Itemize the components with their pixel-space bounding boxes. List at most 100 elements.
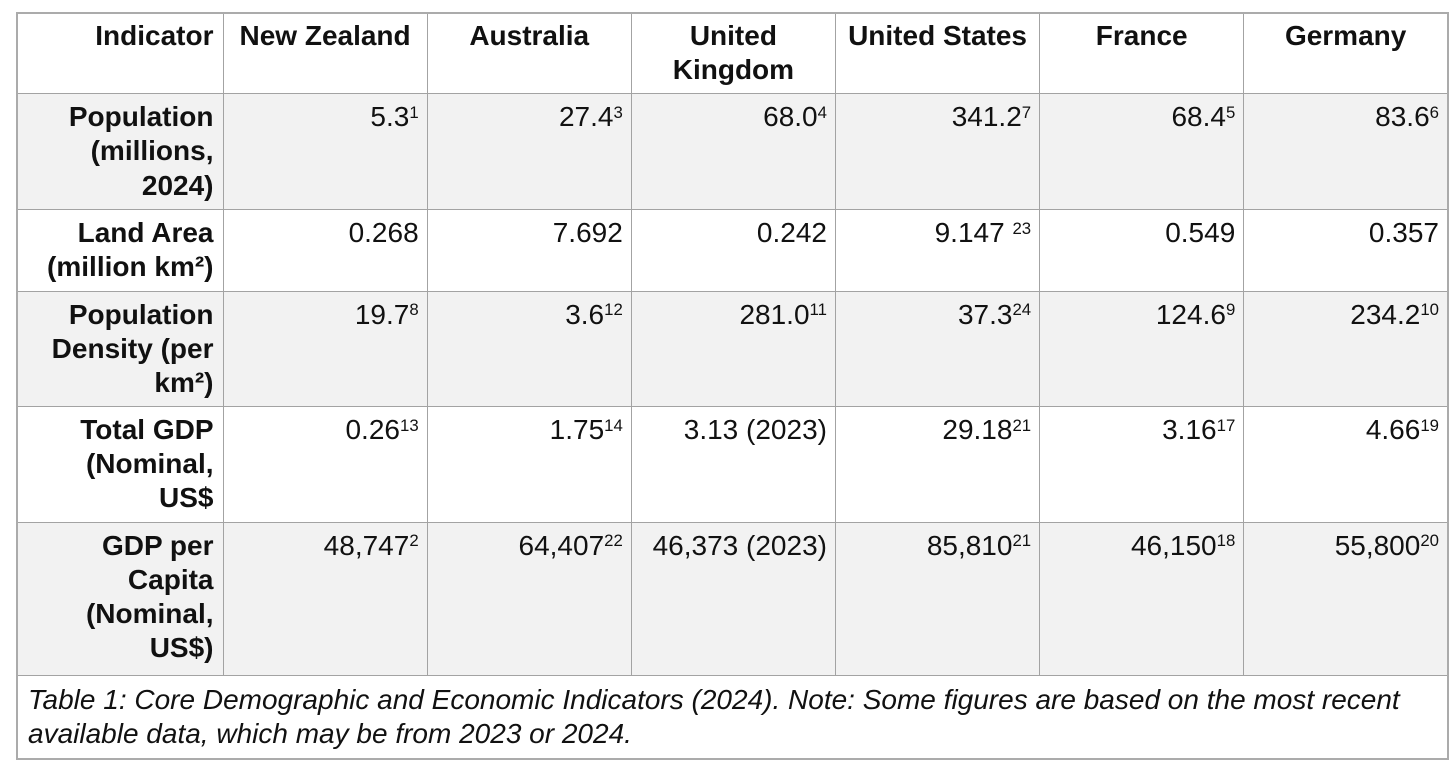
footnote-ref: 5 [1225, 102, 1236, 122]
table-row: GDP per Capita (Nominal, US$) 48,7472 64,4… [16, 521, 1449, 676]
value-cell: 124.69 [1039, 290, 1245, 408]
value-cell: 3.1617 [1039, 406, 1245, 523]
table-footer: Table 1: Core Demographic and Economic I… [16, 674, 1449, 760]
indicators-table: Indicator New Zealand Australia United King… [16, 12, 1449, 760]
value-cell: 19.78 [222, 290, 428, 408]
value-cell: 37.324 [834, 290, 1041, 408]
cell-value: 27.4 [558, 101, 614, 133]
cell-value: 46,150 [1130, 529, 1217, 561]
cell-value: 4.66 [1365, 414, 1421, 446]
footnote-ref: 21 [1012, 415, 1032, 435]
value-cell: 46,15018 [1039, 521, 1245, 676]
cell-value: 5.3 [370, 101, 410, 133]
table-row: Population Density (per km²) 19.78 3.612 28… [16, 290, 1449, 408]
footnote-ref: 13 [399, 415, 419, 435]
row-label-land-area-million-km: Land Area (million km²) [16, 209, 224, 292]
column-header-france: France [1039, 12, 1245, 95]
table-header: Indicator New Zealand Australia United King… [16, 12, 1449, 95]
cell-value: 0.357 [1368, 217, 1439, 249]
cell-value: 124.6 [1155, 298, 1226, 330]
value-cell: 83.66 [1243, 93, 1449, 211]
cell-value: 19.7 [354, 298, 410, 330]
column-header-united-kingdom: United Kingdom [630, 12, 836, 95]
value-cell: 0.549 [1039, 209, 1245, 292]
table-row: Total GDP (Nominal, US$ 0.2613 1.7514 3.13 … [16, 406, 1449, 523]
value-cell: 0.357 [1243, 209, 1449, 292]
cell-value: 281.0 [739, 298, 810, 330]
footnote-ref: 21 [1012, 531, 1032, 551]
value-cell: 68.45 [1039, 93, 1245, 211]
footnote-ref: 24 [1012, 300, 1032, 320]
cell-value: 48,747 [323, 529, 410, 561]
footnote-ref: 9 [1225, 300, 1236, 320]
column-header-new-zealand: New Zealand [222, 12, 428, 95]
value-cell: 5.31 [222, 93, 428, 211]
cell-value: 0.549 [1165, 217, 1236, 249]
cell-value: 1.75 [549, 414, 605, 446]
cell-value: 64,407 [518, 529, 605, 561]
footnote-ref: 20 [1420, 531, 1439, 551]
table-caption: Table 1: Core Demographic and Economic I… [16, 674, 1449, 760]
footnote-ref: 17 [1216, 415, 1236, 435]
footnote-ref: 8 [409, 300, 419, 320]
value-cell: 29.1821 [834, 406, 1041, 523]
footnote-ref: 2 [409, 531, 419, 551]
table-row: Land Area (million km²) 0.268 7.692 0.242 9.… [16, 209, 1449, 292]
value-cell: 0.2613 [222, 406, 428, 523]
cell-value: 68.0 [763, 101, 818, 133]
value-cell: 55,80020 [1243, 521, 1449, 676]
value-cell: 68.04 [630, 93, 836, 211]
footnote-ref: 1 [409, 102, 419, 122]
value-cell: 3.13 (2023) [630, 406, 836, 523]
value-cell: 0.242 [630, 209, 836, 292]
cell-value: 3.6 [565, 298, 605, 330]
cell-value: 341.2 [951, 101, 1022, 133]
footnote-ref: 14 [604, 415, 623, 435]
value-cell: 7.692 [426, 209, 632, 292]
value-cell: 48,7472 [222, 521, 428, 676]
footnote-ref: 11 [809, 300, 827, 320]
column-header-indicator: Indicator [16, 12, 224, 95]
value-cell: 0.268 [222, 209, 428, 292]
value-cell: 4.6619 [1243, 406, 1449, 523]
table-row: Population (millions, 2024) 5.31 27.43 68.0… [16, 93, 1449, 211]
footnote-ref: 18 [1216, 531, 1236, 551]
cell-value: 83.6 [1375, 101, 1430, 133]
row-label-total-gdp-nominal-us: Total GDP (Nominal, US$ [16, 406, 224, 523]
row-label-population-density-per-km: Population Density (per km²) [16, 290, 224, 408]
row-label-gdp-per-capita-nominal-us: GDP per Capita (Nominal, US$) [16, 521, 224, 676]
footnote-ref: 4 [817, 102, 827, 122]
indicators-table-container: Indicator New Zealand Australia United King… [16, 12, 1449, 760]
cell-value: 46,373 (2023) [652, 529, 827, 561]
cell-value: 37.3 [957, 298, 1013, 330]
cell-value: 0.268 [348, 217, 419, 249]
caption-row: Table 1: Core Demographic and Economic I… [16, 674, 1449, 760]
value-cell: 46,373 (2023) [630, 521, 836, 676]
footnote-ref: 6 [1429, 102, 1439, 122]
footnote-ref: 12 [604, 300, 623, 320]
value-cell: 85,81021 [834, 521, 1041, 676]
value-cell: 64,40722 [426, 521, 632, 676]
header-row: Indicator New Zealand Australia United King… [16, 12, 1449, 95]
cell-value: 7.692 [552, 217, 623, 249]
cell-value: 85,810 [926, 529, 1013, 561]
footnote-ref: 10 [1420, 300, 1439, 320]
value-cell: 27.43 [426, 93, 632, 211]
table-body: Population (millions, 2024) 5.31 27.43 68.0… [16, 93, 1449, 676]
column-header-germany: Germany [1243, 12, 1449, 95]
cell-value: 234.2 [1350, 298, 1421, 330]
cell-value: 0.26 [345, 414, 400, 446]
column-header-united-states: United States [834, 12, 1041, 95]
cell-value: 68.4 [1171, 101, 1226, 133]
cell-value: 3.16 [1162, 414, 1217, 446]
row-label-population-millions-2024: Population (millions, 2024) [16, 93, 224, 211]
cell-value: 9.147 [934, 217, 1013, 249]
cell-value: 29.18 [942, 414, 1013, 446]
value-cell: 234.210 [1243, 290, 1449, 408]
cell-value: 0.242 [756, 217, 827, 249]
cell-value: 55,800 [1334, 529, 1421, 561]
footnote-ref: 19 [1420, 415, 1439, 435]
value-cell: 341.27 [834, 93, 1041, 211]
value-cell: 9.147 23 [834, 209, 1041, 292]
value-cell: 281.011 [630, 290, 836, 408]
